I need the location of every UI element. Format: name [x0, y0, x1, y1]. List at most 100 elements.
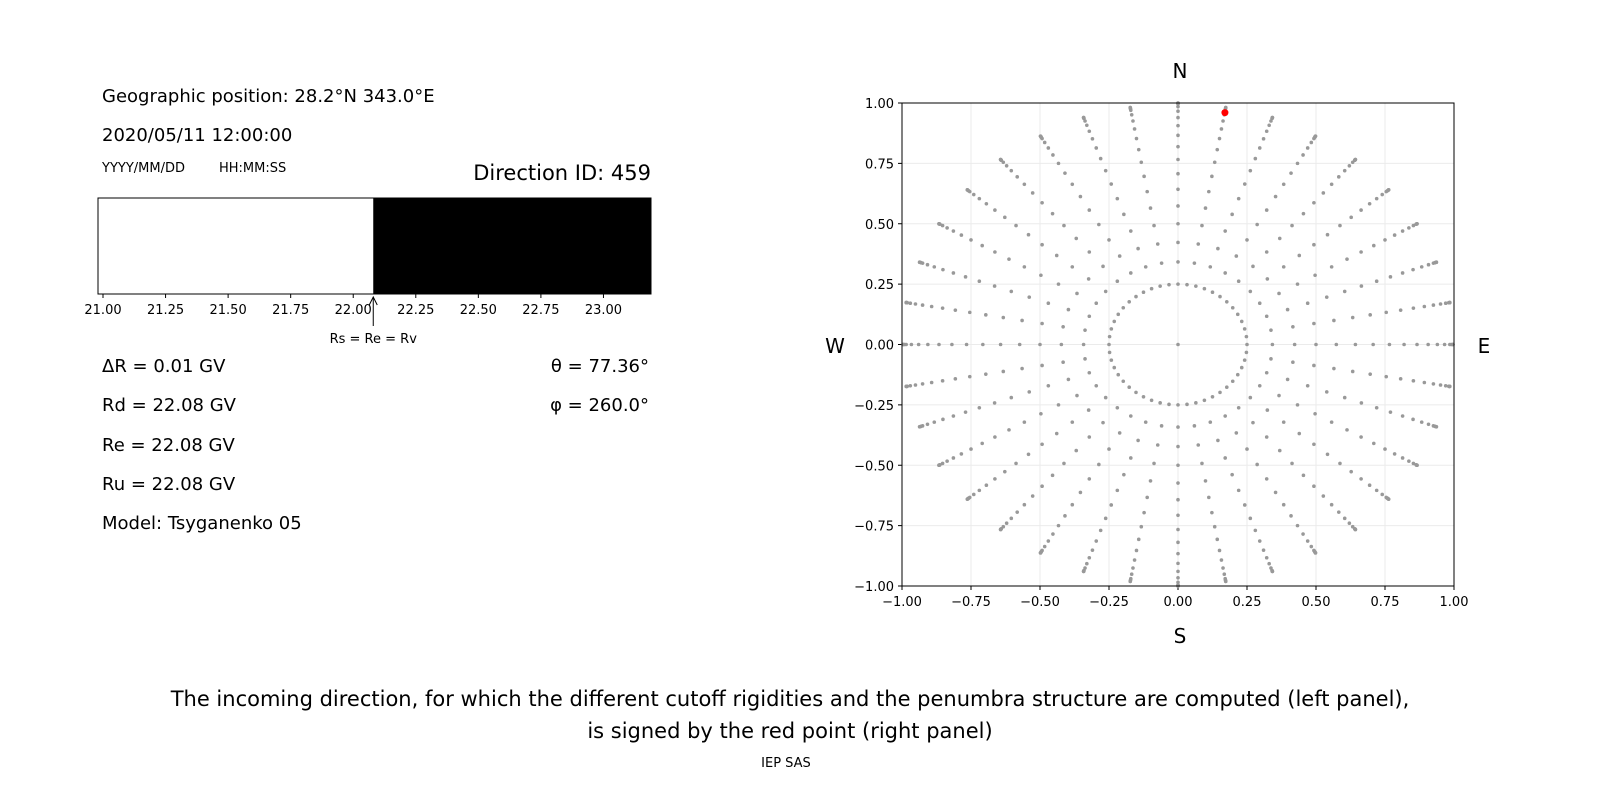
direction-point — [1221, 566, 1225, 570]
direction-point — [1329, 265, 1334, 269]
direction-point — [1313, 411, 1317, 416]
direction-point — [1004, 164, 1009, 168]
direction-point — [969, 447, 973, 451]
x-tick-label: −0.75 — [951, 595, 991, 610]
direction-point — [1176, 580, 1180, 585]
direction-point — [1136, 246, 1140, 251]
direction-point — [1273, 490, 1278, 495]
direction-point — [1289, 171, 1293, 175]
direction-point — [1030, 494, 1035, 498]
direction-point — [1149, 286, 1154, 291]
direction-point — [1290, 223, 1294, 228]
direction-point — [1342, 516, 1347, 521]
direction-point — [941, 267, 945, 272]
direction-point — [1392, 452, 1397, 456]
direction-point — [1218, 390, 1222, 395]
direction-point — [1342, 395, 1347, 400]
direction-point — [1063, 171, 1067, 175]
x-tick-label: −1.00 — [882, 595, 922, 610]
direction-point — [1242, 182, 1247, 186]
direction-point — [1285, 377, 1290, 382]
direction-point — [1235, 372, 1240, 377]
direction-point — [981, 342, 985, 347]
direction-point — [1400, 456, 1405, 460]
direction-point — [1208, 265, 1213, 269]
direction-point — [932, 420, 937, 424]
direction-point — [1407, 226, 1411, 230]
direction-point — [1265, 408, 1270, 412]
annotation-label: Rs = Re = Rv — [330, 332, 418, 347]
direction-point — [1349, 215, 1353, 220]
direction-point — [1285, 307, 1290, 312]
direction-point — [1185, 282, 1189, 287]
direction-point — [908, 383, 913, 388]
direction-point — [1158, 284, 1162, 288]
date-format-label: YYYY/MM/DD — [102, 161, 185, 176]
direction-point — [1087, 555, 1092, 560]
direction-point — [1081, 115, 1086, 120]
direction-point — [1050, 473, 1055, 478]
direction-point — [909, 342, 914, 347]
direction-point — [1443, 383, 1448, 388]
direction-point — [1176, 157, 1180, 162]
direction-point — [1129, 271, 1133, 275]
direction-point — [1329, 182, 1334, 187]
compass-east: E — [1478, 334, 1491, 358]
direction-point — [1038, 134, 1043, 138]
direction-point — [1277, 236, 1282, 241]
direction-point — [1015, 175, 1020, 179]
direction-point — [941, 417, 945, 422]
direction-point — [1264, 477, 1269, 481]
direction-point — [1074, 236, 1079, 241]
direction-point — [1115, 405, 1120, 410]
direction-point — [1061, 360, 1065, 365]
direction-point — [1132, 558, 1137, 562]
direction-point — [1051, 532, 1055, 536]
direction-point — [1103, 516, 1108, 521]
direction-point — [1009, 516, 1014, 521]
y-tick-label: 0.00 — [865, 339, 894, 354]
direction-point — [1223, 271, 1227, 275]
x-tick-label: 21.50 — [210, 303, 247, 318]
direction-point — [1342, 168, 1347, 173]
direction-point — [1107, 447, 1111, 451]
direction-point — [1253, 528, 1258, 533]
direction-point — [1081, 569, 1086, 574]
direction-point — [1087, 129, 1092, 134]
direction-point — [993, 477, 997, 481]
direction-point — [1075, 393, 1079, 398]
direction-point — [1176, 171, 1180, 176]
direction-point — [1127, 385, 1132, 389]
direction-point — [1087, 370, 1092, 375]
direction-point — [1129, 112, 1134, 117]
direction-point — [1309, 544, 1314, 549]
direction-point — [1216, 438, 1220, 443]
direction-point — [1371, 243, 1376, 248]
direction-point — [1070, 182, 1075, 187]
direction-point — [1107, 334, 1112, 339]
direction-point — [1248, 168, 1253, 173]
direction-point — [1218, 294, 1222, 299]
direction-point — [1281, 182, 1286, 187]
direction-point — [1223, 456, 1227, 460]
direction-point — [1139, 160, 1144, 165]
direction-point — [1202, 286, 1207, 291]
direction-point — [1257, 383, 1262, 388]
direction-point — [977, 196, 982, 201]
direction-point — [1159, 424, 1164, 428]
direction-point — [1301, 153, 1305, 157]
direction-point — [1239, 319, 1244, 324]
direction-point — [1415, 342, 1419, 347]
direction-point — [1267, 561, 1271, 566]
direction-point — [1422, 380, 1427, 385]
direction-point — [1248, 395, 1253, 400]
direction-point — [1435, 342, 1440, 347]
direction-point — [1312, 321, 1316, 326]
direction-point — [993, 250, 997, 254]
direction-point — [971, 192, 976, 197]
direction-point — [1400, 414, 1405, 418]
direction-point — [1155, 242, 1160, 246]
direction-point — [929, 380, 934, 385]
direction-point — [1386, 188, 1391, 192]
datetime: 2020/05/11 12:00:00 — [102, 125, 293, 146]
